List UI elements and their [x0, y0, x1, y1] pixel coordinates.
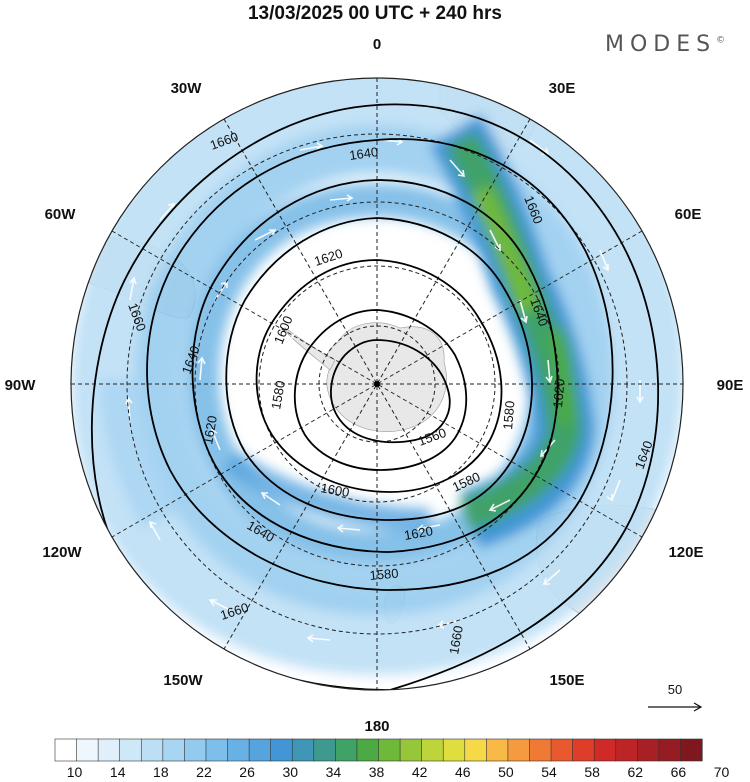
colorbar-swatch	[313, 738, 336, 762]
south-pole-marker	[374, 381, 380, 387]
contour-label: 1640	[348, 144, 379, 163]
lon-label: 60E	[675, 206, 702, 223]
antarctica	[326, 322, 447, 432]
colorbar-swatch	[421, 738, 444, 762]
colorbar-label: 58	[584, 764, 600, 780]
colorbar-label: 34	[326, 764, 342, 780]
lon-label: 180	[364, 718, 389, 735]
colorbar-swatch	[550, 738, 574, 762]
contour-label: 1620	[200, 414, 220, 445]
colorbar-swatch	[205, 738, 229, 762]
antarctic-peninsula	[284, 327, 336, 371]
wind-reference: 50	[648, 682, 703, 712]
map-disc: 1660 1640 1620 1600 1580 1560 1580 1620 …	[71, 78, 683, 690]
colorbar-label: 66	[671, 764, 687, 780]
map-border	[70, 77, 684, 691]
wind-reference-value: 50	[668, 682, 682, 697]
colorbar-swatch	[615, 738, 638, 762]
colorbar-swatch	[119, 738, 142, 762]
lon-label: 150W	[163, 672, 203, 689]
brand-text: MODES	[605, 32, 717, 57]
modes-logo: MODES©	[605, 32, 725, 57]
colorbar-swatch	[97, 738, 121, 762]
colorbar-label: 38	[369, 764, 385, 780]
colorbar-label: 42	[412, 764, 428, 780]
colorbar-swatch	[54, 738, 78, 762]
colorbar-label: 46	[455, 764, 471, 780]
colorbar-swatch	[636, 738, 660, 762]
lon-label: 90W	[5, 377, 37, 394]
contour-label: 1600	[319, 480, 350, 500]
indian-island	[589, 148, 606, 162]
colorbar-swatch	[356, 738, 380, 762]
colorbar-swatch	[442, 738, 466, 762]
colorbar-swatch	[335, 738, 358, 762]
colorbar-swatch	[529, 738, 552, 762]
contour-label: 1580	[369, 566, 399, 583]
map-title: 13/03/2025 00 UTC + 240 hrs	[247, 3, 503, 24]
colorbar: 10 14 18 22 26 30 34 38 42 46 50 54 58 62 66 70	[54, 738, 730, 780]
colorbar-swatch	[76, 738, 99, 762]
lon-label: 150E	[549, 672, 584, 689]
lon-label: 120E	[668, 544, 703, 561]
colorbar-swatch	[140, 738, 164, 762]
colorbar-swatch	[291, 738, 315, 762]
contour-label: 1620	[403, 523, 434, 543]
lon-label: 0	[373, 36, 381, 53]
lon-label: 120W	[42, 544, 82, 561]
colorbar-swatch	[227, 738, 250, 762]
colorbar-label: 54	[541, 764, 557, 780]
colorbar-label: 26	[239, 764, 255, 780]
colorbar-swatch	[162, 738, 186, 762]
contour-label: 1580	[268, 379, 288, 410]
graticule	[71, 78, 683, 690]
contour-label: 1660	[446, 624, 466, 655]
colorbar-label: 50	[498, 764, 514, 780]
arrow-head-icon	[693, 702, 703, 712]
copyright-mark: ©	[716, 35, 726, 46]
colorbar-swatch	[486, 738, 509, 762]
colorbar-label: 30	[282, 764, 298, 780]
colorbar-swatch	[184, 738, 207, 762]
lon-label: 90E	[717, 377, 744, 394]
contour-label: 1620	[550, 378, 567, 408]
colorbar-swatch	[378, 738, 401, 762]
colorbar-label: 14	[110, 764, 126, 780]
contour-label: 1580	[500, 400, 517, 430]
colorbar-swatch	[270, 738, 293, 762]
longitude-labels: 0 30E 60E 90E 120E 150E 180 150W 120W 90…	[5, 36, 744, 735]
lon-label: 30E	[549, 80, 576, 97]
colorbar-label: 10	[67, 764, 83, 780]
colorbar-label: 70	[714, 764, 730, 780]
colorbar-swatch	[593, 738, 617, 762]
colorbar-swatch	[572, 738, 595, 762]
colorbar-label: 62	[628, 764, 644, 780]
colorbar-swatch	[507, 738, 531, 762]
colorbar-swatch	[464, 738, 487, 762]
colorbar-swatch	[680, 738, 703, 762]
colorbar-swatch	[658, 738, 682, 762]
lon-label: 60W	[45, 206, 77, 223]
lon-label: 30W	[171, 80, 203, 97]
colorbar-swatch	[399, 738, 423, 762]
colorbar-label: 18	[153, 764, 169, 780]
colorbar-swatch	[248, 738, 272, 762]
colorbar-label: 22	[196, 764, 212, 780]
